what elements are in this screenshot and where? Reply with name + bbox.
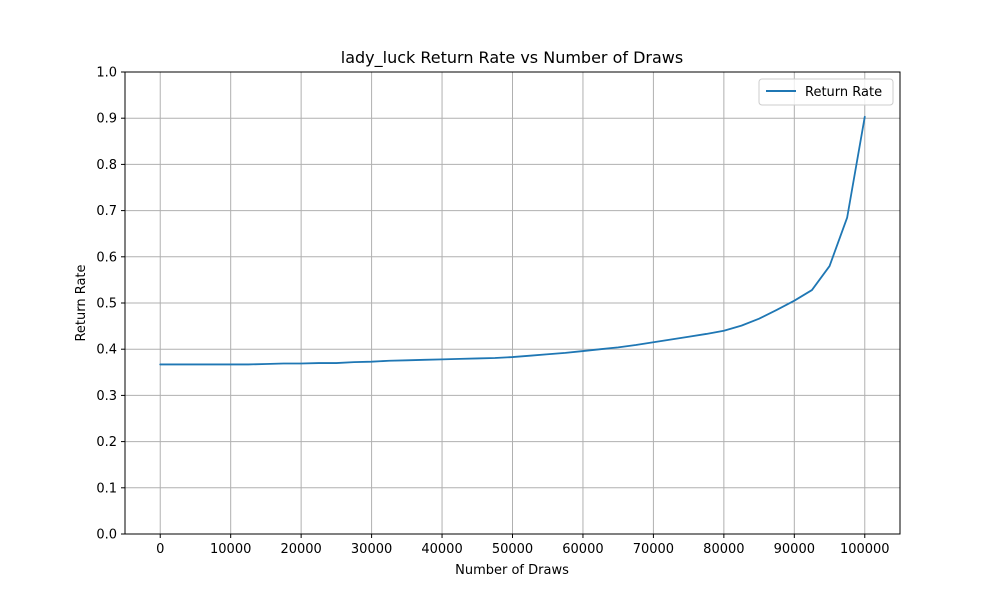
series-layer bbox=[159, 115, 866, 366]
x-tick-label: 80000 bbox=[703, 542, 744, 557]
y-tick-label: 0.3 bbox=[96, 389, 117, 404]
x-tick-label: 30000 bbox=[351, 542, 392, 557]
x-tick-label: 10000 bbox=[210, 542, 251, 557]
x-axis-label: Number of Draws bbox=[455, 563, 569, 578]
y-tick-label: 0.1 bbox=[96, 481, 117, 496]
x-tick-label: 40000 bbox=[421, 542, 462, 557]
y-tick-label: 0.0 bbox=[96, 528, 117, 543]
y-tick-label: 0.2 bbox=[96, 435, 117, 450]
y-tick-label: 1.0 bbox=[96, 66, 117, 81]
x-tick-label: 90000 bbox=[774, 542, 815, 557]
y-tick-label: 0.7 bbox=[96, 204, 117, 219]
y-tick-label: 0.8 bbox=[96, 158, 117, 173]
legend-box bbox=[758, 78, 894, 106]
x-tick-label: 50000 bbox=[492, 542, 533, 557]
x-tick-label: 0 bbox=[156, 542, 164, 557]
y-tick-label: 0.6 bbox=[96, 250, 117, 265]
y-tick-label: 0.5 bbox=[96, 297, 117, 312]
series-line-return-rate bbox=[159, 115, 866, 366]
y-axis-label: Return Rate bbox=[74, 264, 89, 341]
x-tick-label: 100000 bbox=[840, 542, 890, 557]
y-axis-ticks: 0.0 0.1 0.2 0.3 0.4 0.5 0.6 0.7 0.8 0.9 1.0 bbox=[96, 66, 125, 543]
y-tick-label: 0.4 bbox=[96, 343, 117, 358]
x-tick-label: 70000 bbox=[633, 542, 674, 557]
y-tick-label: 0.9 bbox=[96, 112, 117, 127]
x-axis-ticks: 0 10000 20000 30000 40000 50000 60000 70000 8000… bbox=[156, 534, 890, 557]
x-tick-label: 20000 bbox=[280, 542, 321, 557]
x-tick-label: 60000 bbox=[562, 542, 603, 557]
legend-label-return-rate: Return Rate bbox=[805, 85, 882, 100]
legend: Return Rate bbox=[758, 78, 894, 106]
chart-title: lady_luck Return Rate vs Number of Draws bbox=[341, 48, 683, 68]
